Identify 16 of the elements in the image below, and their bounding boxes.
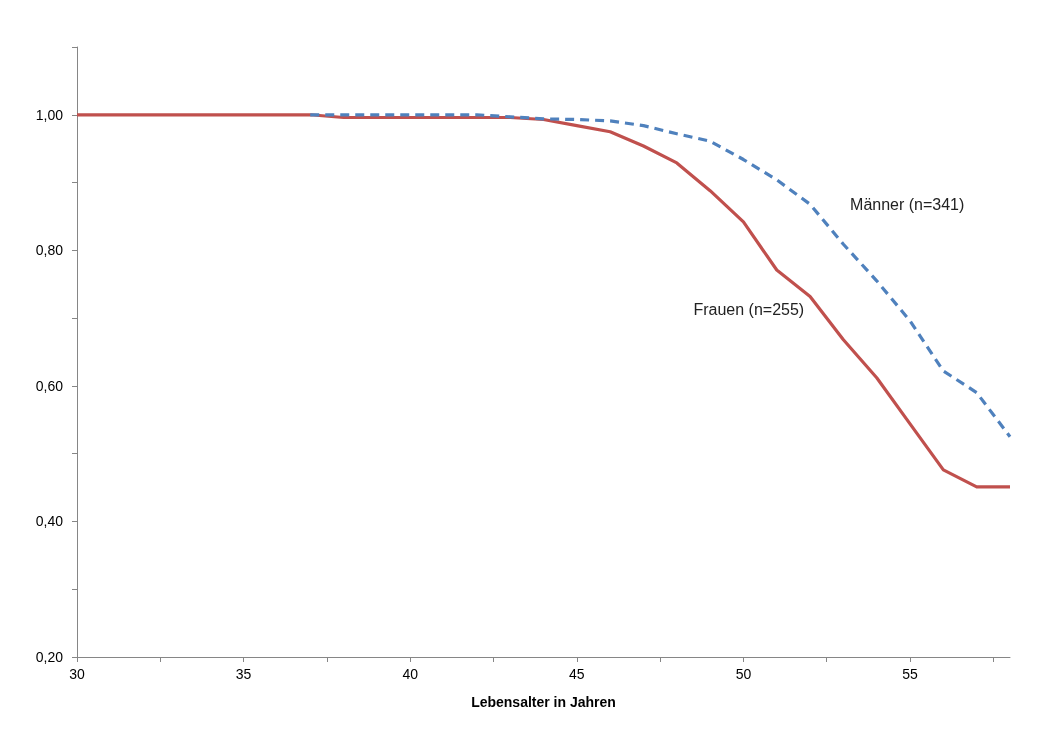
x-tick-label: 50 [735,666,752,682]
y-tick-label: 0,20 [35,649,64,665]
y-tick-label: 0,60 [35,377,64,394]
x-tick-label: 55 [902,666,919,682]
line-series [308,113,1012,439]
x-tick-label: 30 [69,666,85,682]
y-tick-label: 0,40 [35,513,64,530]
series-label: Frauen (n=255) [693,300,805,318]
y-tick-label: 1,00 [35,106,64,123]
line-series [75,113,1012,489]
x-tick-label: 40 [402,666,419,682]
series-label: Männer (n=341) [850,195,965,213]
x-tick-label: 35 [235,666,252,682]
x-tick-label: 45 [569,666,585,682]
x-axis-title: Lebensalter in Jahren [471,694,616,710]
y-tick-label: 0,80 [35,242,64,259]
